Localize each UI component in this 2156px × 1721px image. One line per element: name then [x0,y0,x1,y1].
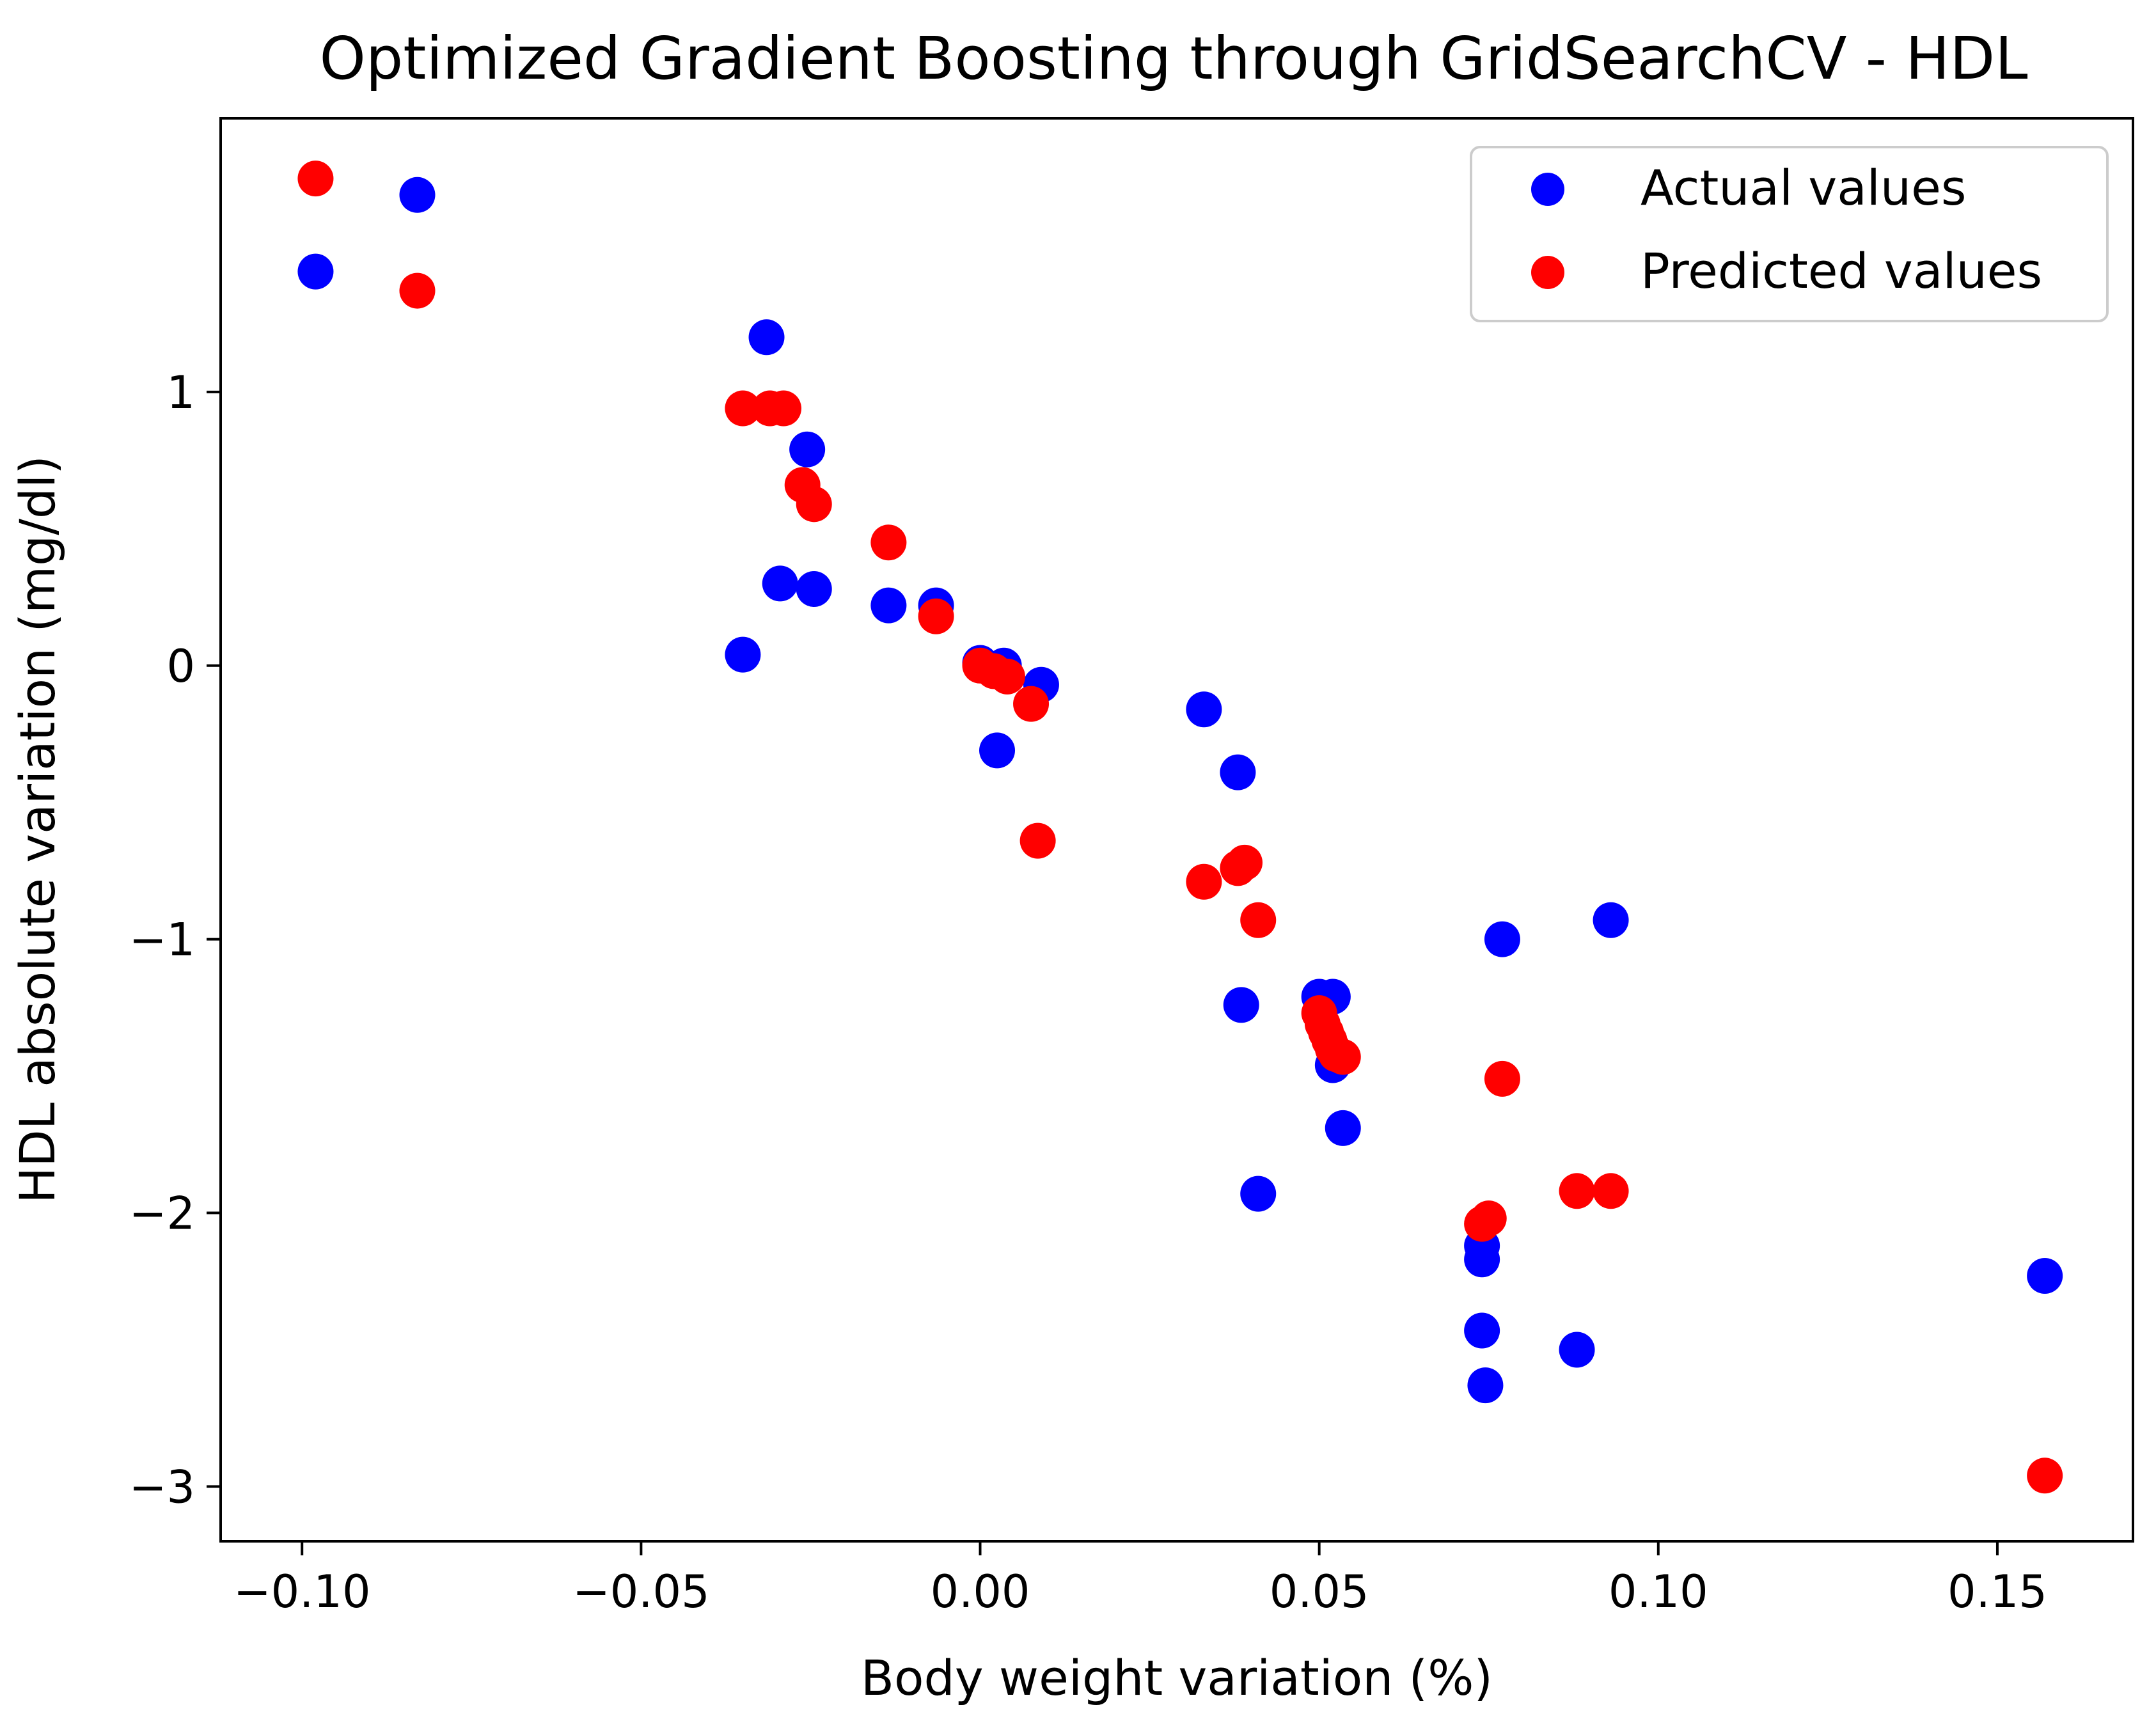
point-actual [297,253,334,290]
point-actual [725,636,761,673]
y-axis-label: HDL absolute variation (mg/dl) [9,455,66,1204]
point-predicted [766,390,802,427]
x-tick-label: −0.05 [572,1566,710,1618]
x-axis-ticks: −0.10 −0.05 0.00 0.05 0.10 0.15 [233,1541,2047,1618]
point-predicted [1240,902,1277,938]
legend-label-predicted: Predicted values [1641,242,2042,299]
plot-area-frame [219,117,2134,1543]
x-tick-label: 0.10 [1609,1566,1708,1618]
point-actual [399,177,436,213]
point-predicted [1019,822,1056,859]
point-predicted [1593,1173,1629,1209]
x-tick-label: 0.05 [1270,1566,1369,1618]
point-predicted [1470,1200,1507,1237]
x-tick-label: 0.15 [1947,1566,2047,1618]
point-actual [870,587,907,624]
y-tick-label: −3 [129,1461,195,1513]
legend: Actual values Predicted values [1470,146,2109,322]
x-tick-label: −0.10 [233,1566,371,1618]
point-actual [1325,1110,1361,1146]
x-tick-label: 0.00 [931,1566,1030,1618]
point-actual [2027,1257,2063,1294]
point-predicted [725,390,761,427]
legend-label-actual: Actual values [1641,159,1966,216]
y-tick-label: 1 [166,366,195,419]
point-predicted [297,161,334,197]
point-actual [1593,902,1629,938]
point-predicted [1013,686,1050,722]
point-actual [1464,1241,1500,1278]
point-predicted [399,272,436,309]
point-predicted [1484,1060,1520,1097]
point-actual [1484,921,1520,957]
point-actual [1186,691,1222,728]
point-actual [1223,987,1259,1023]
point-predicted [1227,844,1263,881]
point-predicted [1186,863,1222,900]
point-actual [1220,754,1256,790]
point-actual [1467,1367,1504,1404]
point-actual [979,732,1016,769]
y-tick-label: −2 [129,1188,195,1240]
legend-marker-predicted [1531,256,1564,289]
point-predicted [870,524,907,561]
data-points [297,161,2063,1494]
y-tick-label: −1 [129,914,195,966]
y-tick-label: 0 [166,640,195,693]
chart-title: Optimized Gradient Boosting through Grid… [319,24,2027,93]
point-actual [1559,1332,1595,1368]
point-predicted [918,598,954,634]
point-actual [762,565,798,602]
legend-marker-actual [1531,173,1564,206]
point-actual [1240,1175,1277,1212]
point-predicted [2027,1458,2063,1494]
point-actual [1464,1312,1500,1349]
point-actual [748,319,785,356]
x-axis-label: Body weight variation (%) [861,1649,1493,1706]
point-predicted [989,658,1025,695]
legend-frame [1470,146,2109,322]
point-predicted [796,486,832,523]
point-actual [789,431,826,468]
point-predicted [1559,1173,1595,1209]
y-axis-ticks: 1 0 −1 −2 −3 [129,366,221,1513]
point-predicted [1325,1039,1361,1075]
point-actual [796,570,832,607]
